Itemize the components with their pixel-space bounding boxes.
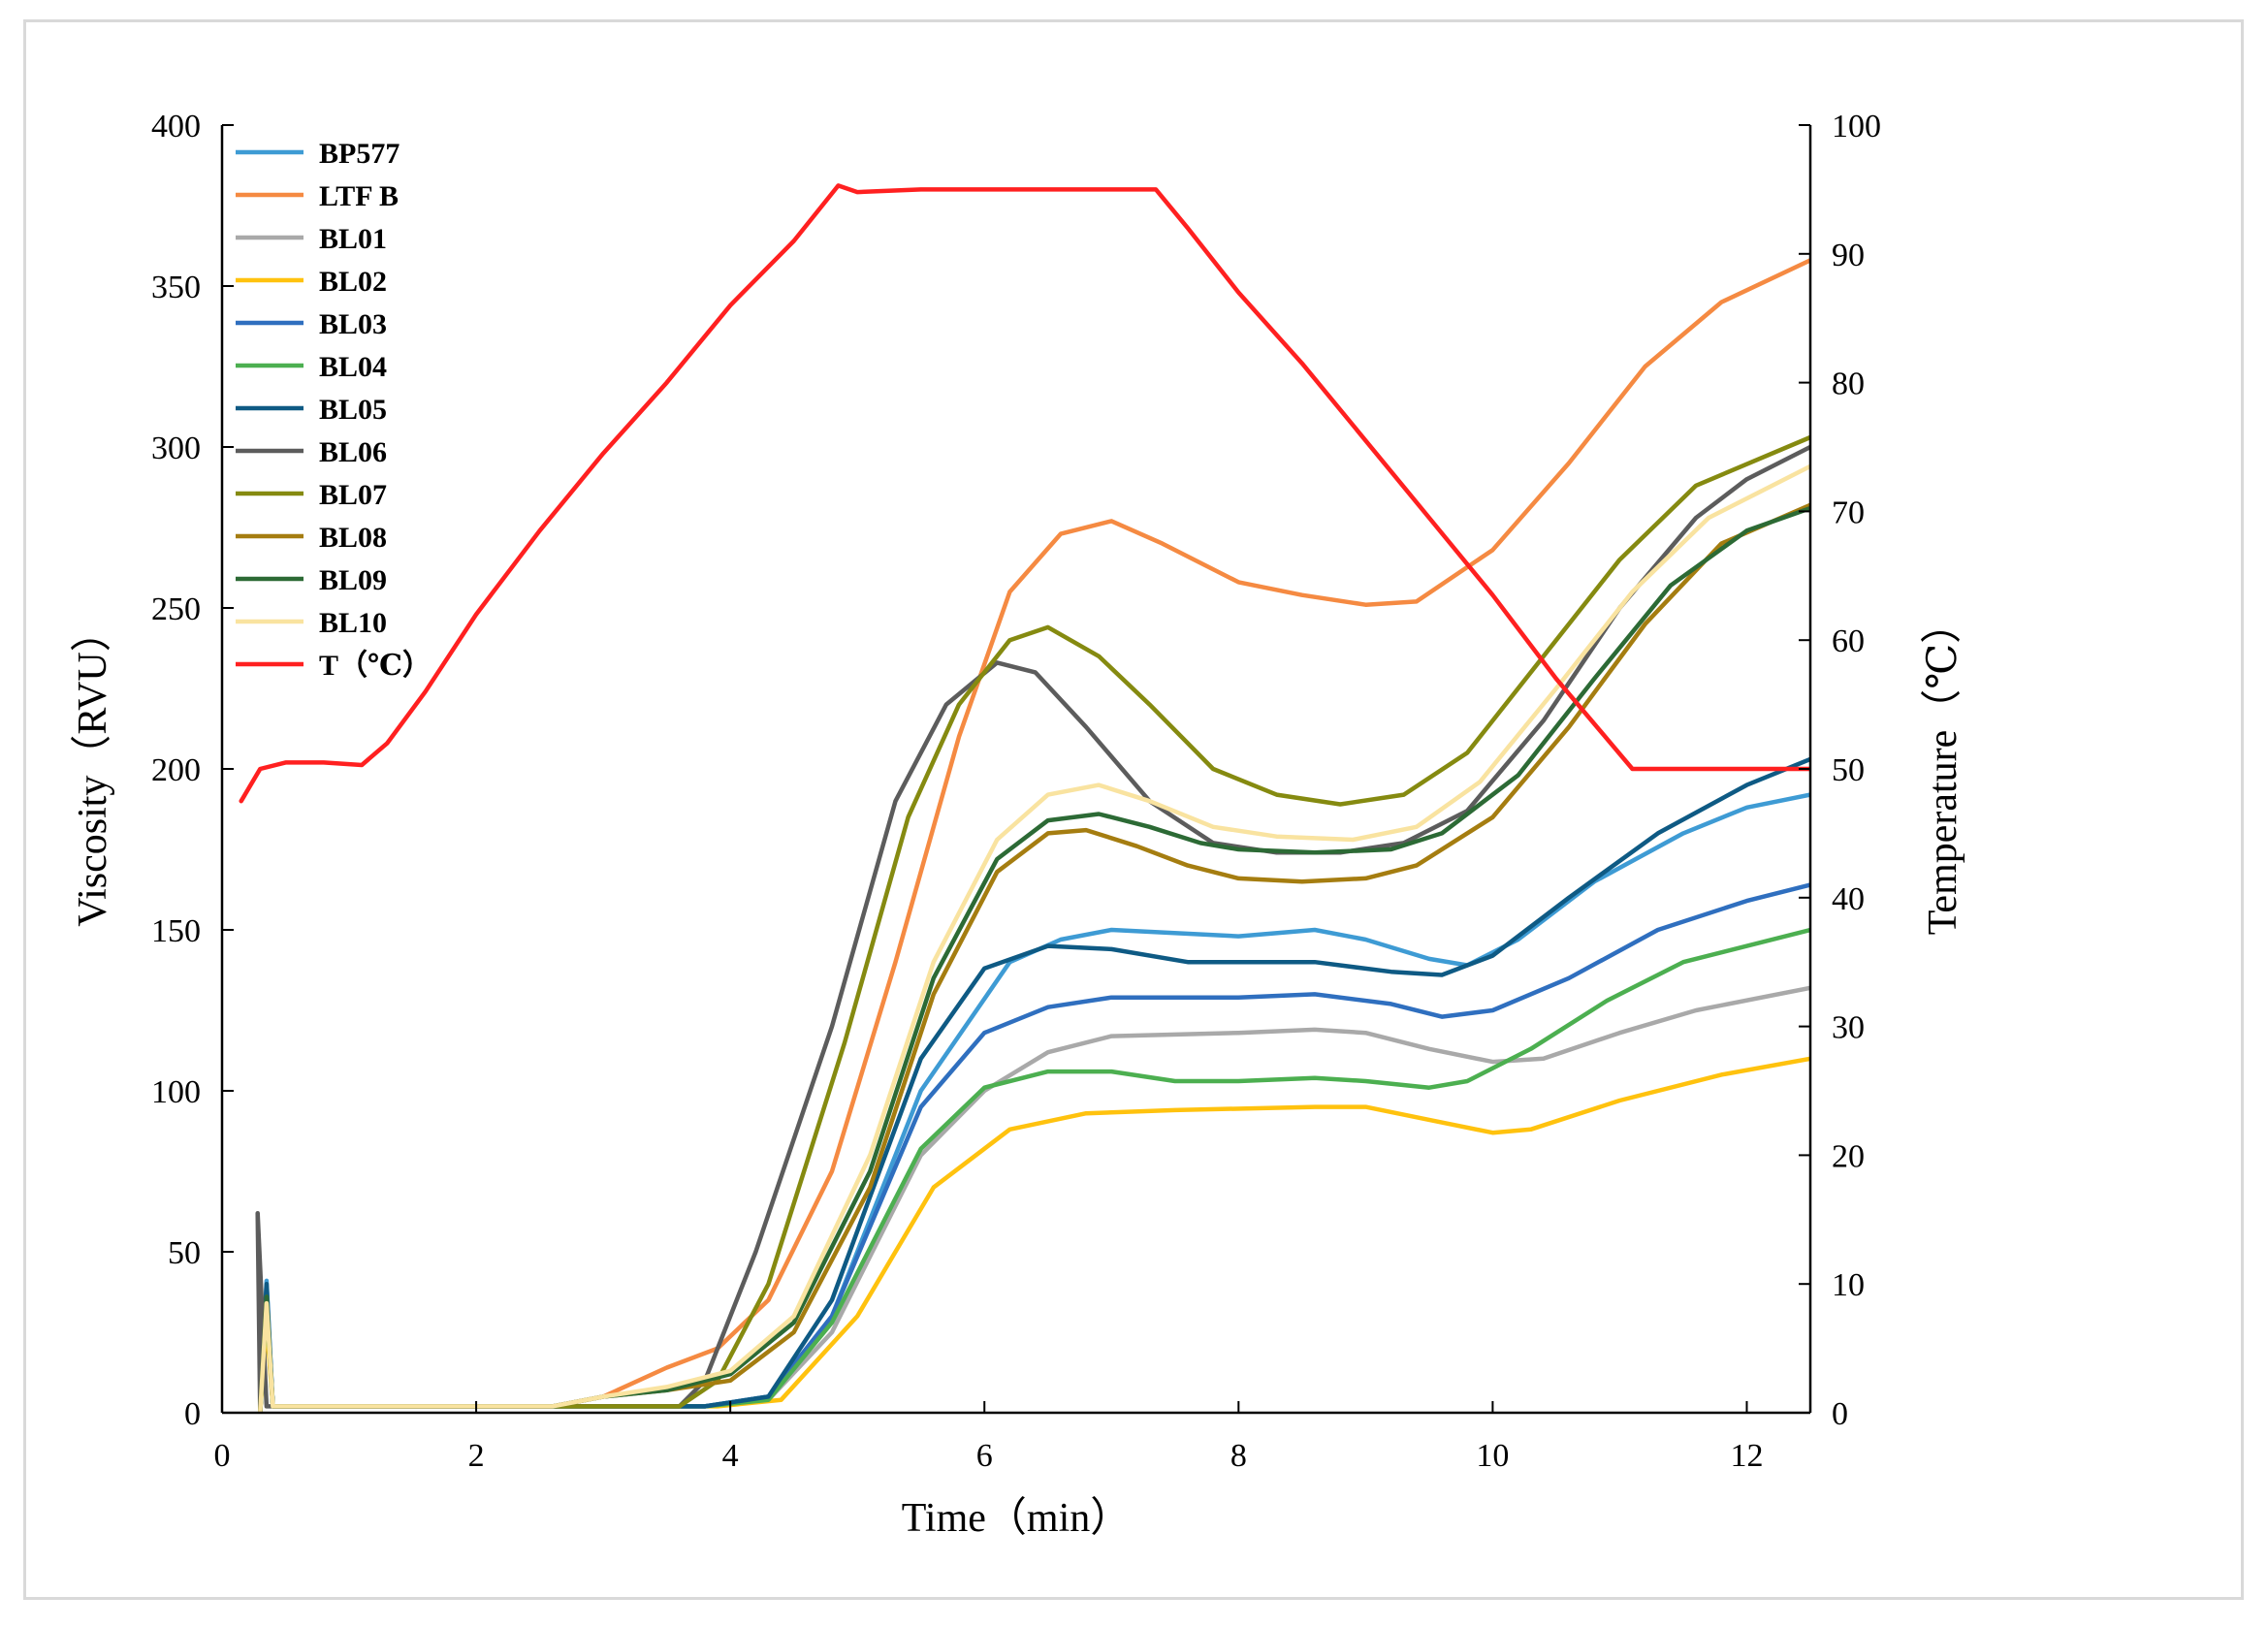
- series-line-bl02: [258, 1056, 1810, 1413]
- series-line-bl08: [258, 502, 1810, 1413]
- series-line-bl05: [258, 756, 1810, 1413]
- legend-label: BL02: [319, 266, 387, 298]
- x-tick-label: 10: [1476, 1438, 1509, 1474]
- x-axis-title: Time（min）: [902, 1496, 1132, 1541]
- x-tick-label: 2: [468, 1438, 485, 1474]
- y-left-tick-label: 50: [168, 1235, 201, 1271]
- legend-label: BL04: [319, 351, 387, 383]
- legend-label: BL10: [319, 607, 387, 639]
- chart-frame: 0 2 4 6 8 10 12 0 50 100 150 200 250 300 350 400 0 10 20 30…: [23, 19, 2244, 1600]
- y-left-tick-label: 350: [151, 270, 201, 305]
- y-left-axis-title: Viscosity（RVU）: [71, 611, 115, 926]
- y-right-tick-label: 0: [1832, 1396, 1848, 1432]
- legend-label: BL08: [319, 522, 387, 554]
- y-left-tick-label: 400: [151, 109, 201, 144]
- chart: 0 2 4 6 8 10 12 0 50 100 150 200 250 300 350 400 0 10 20 30…: [71, 109, 1965, 1541]
- y-right-tick-label: 60: [1832, 623, 1865, 659]
- series-line-bl10: [258, 463, 1810, 1413]
- series-line-bl06: [255, 444, 1810, 1413]
- series-line-bl09: [258, 505, 1810, 1413]
- legend-label: BL03: [319, 308, 387, 340]
- y-left-tick-label: 150: [151, 913, 201, 949]
- series-line-bl01: [258, 985, 1810, 1413]
- legend-label: BP577: [319, 138, 399, 170]
- legend-label: BL05: [319, 394, 387, 426]
- legend-label: LTF B: [319, 180, 399, 212]
- y-left-tick-label: 300: [151, 431, 201, 466]
- y-right-tick-label: 100: [1832, 109, 1881, 144]
- x-tick-label: 6: [976, 1438, 993, 1474]
- series-line-t-: [239, 183, 1810, 804]
- legend-label: BL09: [319, 564, 387, 596]
- y-left-tick-label: 250: [151, 591, 201, 627]
- y-right-tick-label: 70: [1832, 495, 1865, 530]
- x-tick-label: 12: [1730, 1438, 1763, 1474]
- series-line-bl03: [258, 882, 1810, 1413]
- y-left-tick-label: 200: [151, 752, 201, 788]
- y-right-tick-label: 90: [1832, 238, 1865, 273]
- series-line-bl04: [258, 927, 1810, 1413]
- y-right-tick-label: 40: [1832, 881, 1865, 917]
- legend-label: BL06: [319, 436, 387, 468]
- x-tick-label: 8: [1230, 1438, 1247, 1474]
- y-right-tick-label: 50: [1832, 752, 1865, 788]
- x-tick-label: 0: [214, 1438, 231, 1474]
- y-left-tick-label: 0: [184, 1396, 201, 1432]
- y-right-tick-label: 30: [1832, 1010, 1865, 1046]
- x-tick-label: 4: [722, 1438, 739, 1474]
- y-right-tick-label: 80: [1832, 367, 1865, 402]
- y-right-axis-title: Temperature（℃）: [1921, 603, 1965, 936]
- series-line-bp577: [258, 792, 1810, 1413]
- legend-label: T（℃）: [319, 649, 431, 682]
- y-right-tick-label: 20: [1832, 1138, 1865, 1174]
- y-left-tick-label: 100: [151, 1074, 201, 1110]
- series-line-ltf-b: [258, 258, 1810, 1413]
- legend-label: BL07: [319, 479, 387, 511]
- series-line-bl07: [258, 434, 1810, 1413]
- legend-label: BL01: [319, 223, 387, 255]
- y-right-tick-label: 10: [1832, 1267, 1865, 1303]
